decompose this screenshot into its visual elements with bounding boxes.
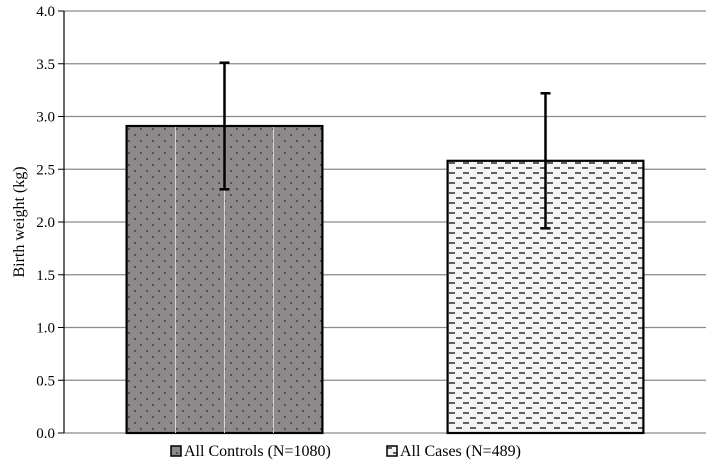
y-axis: 0.0 0.5 1.0 1.5 2.0 2.5 3.0 3.5 4.0 bbox=[36, 4, 65, 442]
legend: All Controls (N=1080) All Cases (N=489) bbox=[170, 443, 521, 460]
legend-swatch bbox=[386, 445, 398, 457]
bars bbox=[125, 124, 645, 435]
y-tick-label: 1.0 bbox=[36, 321, 55, 337]
y-tick-label: 1.5 bbox=[36, 268, 55, 284]
y-tick-label: 0.5 bbox=[36, 373, 55, 389]
error-bars bbox=[219, 61, 551, 230]
legend-label: All Cases (N=489) bbox=[400, 443, 521, 460]
legend-label: All Controls (N=1080) bbox=[184, 443, 331, 460]
legend-swatch bbox=[170, 445, 182, 457]
y-tick-label: 0.0 bbox=[36, 426, 55, 442]
y-tick-label: 4.0 bbox=[36, 4, 55, 20]
y-tick-label: 3.5 bbox=[36, 57, 55, 73]
y-tick-label: 2.5 bbox=[36, 162, 55, 178]
y-tick-label: 2.0 bbox=[36, 215, 55, 231]
y-tick-label: 3.0 bbox=[36, 110, 55, 126]
y-axis-title: Birth weight (kg) bbox=[11, 166, 28, 277]
